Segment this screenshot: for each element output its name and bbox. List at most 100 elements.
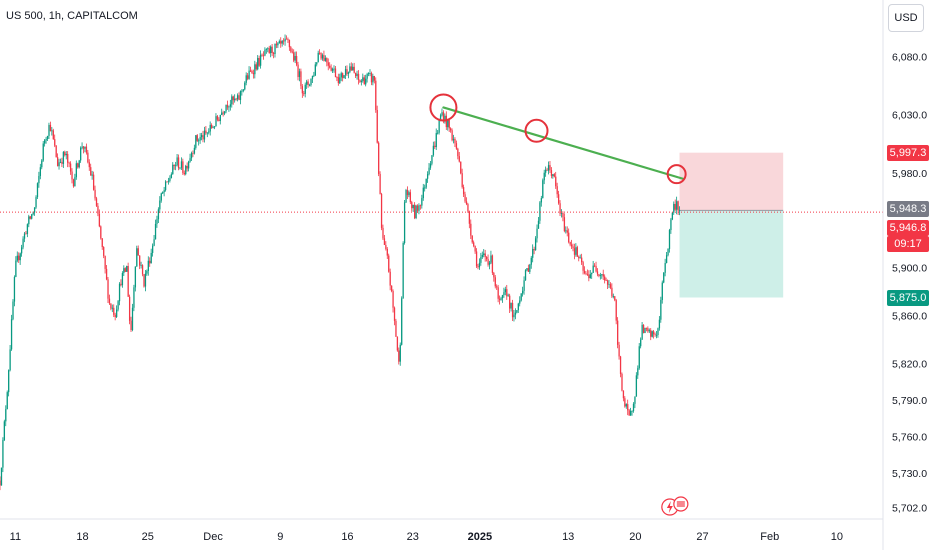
candle <box>671 212 674 220</box>
candle <box>219 115 221 121</box>
candle <box>41 160 43 168</box>
candle <box>498 298 501 300</box>
currency-button[interactable]: USD <box>888 4 924 32</box>
x-axis[interactable]: 11 18 25 Dec 9 16 23 2025 13 20 27 Feb 10 <box>0 518 883 543</box>
candle <box>183 172 185 175</box>
candle <box>677 201 679 211</box>
candle <box>25 233 27 235</box>
candle <box>431 155 433 164</box>
candle <box>545 169 547 173</box>
candle <box>560 213 563 214</box>
x-tick-label: 10 <box>831 531 843 543</box>
candle <box>390 285 393 292</box>
candle <box>251 70 253 73</box>
candle <box>539 202 541 221</box>
candle <box>437 132 439 134</box>
candle <box>628 410 630 416</box>
candle <box>503 292 505 295</box>
candle <box>553 174 555 177</box>
candle <box>665 255 668 264</box>
candle <box>137 248 139 256</box>
candle <box>61 161 63 164</box>
candle <box>38 175 40 184</box>
candle <box>104 255 106 269</box>
candle <box>245 75 247 83</box>
candle <box>235 98 237 100</box>
candle <box>425 178 427 188</box>
candle <box>474 245 476 252</box>
candle <box>582 262 584 271</box>
stop-zone <box>679 152 784 211</box>
candle <box>618 344 620 357</box>
candle <box>19 253 21 261</box>
candle <box>629 411 632 416</box>
candle <box>274 43 276 54</box>
candle <box>176 157 178 166</box>
candle <box>45 138 47 141</box>
candle <box>445 115 447 128</box>
candle <box>167 180 170 182</box>
candle <box>641 324 643 340</box>
candle <box>550 170 553 176</box>
candle <box>67 153 69 163</box>
candle <box>510 302 512 309</box>
target-price-label: 5,875.0 <box>887 289 929 306</box>
candle <box>321 55 324 59</box>
candle <box>559 203 561 214</box>
candle <box>205 130 207 134</box>
candle <box>44 140 46 144</box>
candle <box>110 303 112 309</box>
candle <box>344 69 347 76</box>
candle <box>198 140 200 142</box>
candle <box>239 91 242 100</box>
events[interactable] <box>661 496 689 516</box>
candle <box>82 146 85 149</box>
candle <box>645 327 648 329</box>
candle <box>175 165 177 167</box>
candle <box>447 119 449 128</box>
candle <box>97 205 99 214</box>
candle <box>673 203 675 213</box>
candle <box>272 53 275 54</box>
candle <box>532 249 534 258</box>
candle <box>261 54 263 56</box>
candle <box>294 55 296 61</box>
candle <box>81 146 83 148</box>
candle <box>596 271 599 275</box>
countdown-label: 09:17 <box>887 236 929 253</box>
x-tick-label: 27 <box>696 531 708 543</box>
candle <box>202 135 204 140</box>
candle <box>442 112 445 122</box>
y-axis[interactable]: 6,080.0 6,030.0 5,980.0 5,900.0 5,860.0 5,820… <box>892 51 927 514</box>
candle <box>566 230 568 233</box>
candle <box>74 177 76 187</box>
candle <box>121 273 124 286</box>
candle <box>147 260 149 271</box>
candle <box>23 233 26 239</box>
candle <box>98 213 101 227</box>
candle <box>578 256 580 259</box>
candle <box>241 90 243 92</box>
candle <box>159 200 161 210</box>
candle <box>606 280 609 285</box>
candle <box>647 328 649 332</box>
candle <box>506 289 508 297</box>
trendline <box>442 106 685 180</box>
candle <box>570 244 573 247</box>
candle <box>496 286 498 288</box>
candle <box>100 226 102 239</box>
candle <box>160 193 162 201</box>
candle <box>120 283 122 286</box>
candle <box>660 299 662 320</box>
candle <box>428 167 430 175</box>
candle <box>301 86 304 94</box>
candle <box>211 124 213 128</box>
candle <box>54 139 56 146</box>
candle <box>316 62 318 65</box>
candle <box>32 212 34 215</box>
x-tick-label: 9 <box>277 531 283 543</box>
candle <box>354 72 357 77</box>
candle <box>141 265 144 275</box>
